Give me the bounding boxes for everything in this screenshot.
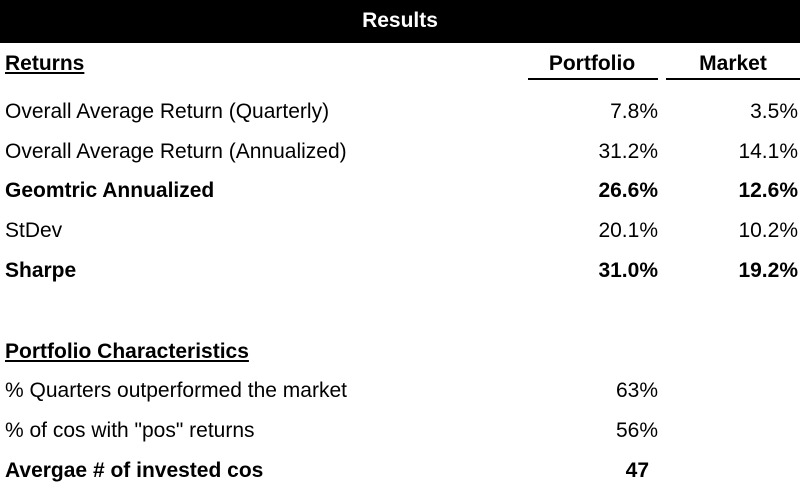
row-label: Overall Average Return (Quarterly) [5,100,330,123]
results-title: Results [362,9,438,32]
market-value: 14.1% [738,140,798,163]
portfolio-value: 31.0% [598,259,658,282]
returns-header-row: Returns [0,49,800,79]
market-value: 3.5% [750,100,798,123]
market-value: 10.2% [738,219,798,242]
row-label: Overall Average Return (Annualized) [5,140,347,163]
row-label: StDev [5,219,63,242]
portfolio-column-header: Portfolio [548,52,636,75]
characteristics-header-row: Portfolio Characteristics [0,337,800,367]
returns-row-annualized: Overall Average Return (Annualized) 31.2… [0,137,800,167]
returns-row-quarterly: Overall Average Return (Quarterly) 7.8% … [0,97,800,127]
returns-row-sharpe: Sharpe 31.0% 19.2% [0,256,800,286]
row-label: Geomtric Annualized [5,179,215,202]
characteristic-value: 47 [625,459,649,482]
characteristics-row-invested-cos: Avergae # of invested cos 47 [0,456,800,486]
characteristics-heading: Portfolio Characteristics [5,340,249,363]
row-label: Avergae # of invested cos [5,459,264,482]
portfolio-value: 31.2% [598,140,658,163]
market-column-header: Market [699,52,767,75]
returns-row-geometric: Geomtric Annualized 26.6% 12.6% [0,176,800,206]
characteristics-row-pos-returns: % of cos with "pos" returns 56% [0,416,800,446]
market-value: 12.6% [738,179,798,202]
portfolio-header-underline [528,78,658,80]
portfolio-value: 7.8% [610,100,658,123]
market-value: 19.2% [738,259,798,282]
portfolio-value: 20.1% [598,219,658,242]
returns-row-stdev: StDev 20.1% 10.2% [0,216,800,246]
characteristics-row-outperformed: % Quarters outperformed the market 63% [0,376,800,406]
row-label: % Quarters outperformed the market [5,379,347,402]
row-label: % of cos with "pos" returns [5,419,255,442]
portfolio-value: 26.6% [598,179,658,202]
market-header-underline [666,78,800,80]
results-header-bar: Results [0,0,800,43]
characteristic-value: 63% [615,379,658,402]
characteristic-value: 56% [615,419,658,442]
returns-heading: Returns [5,52,85,75]
row-label: Sharpe [5,259,77,282]
